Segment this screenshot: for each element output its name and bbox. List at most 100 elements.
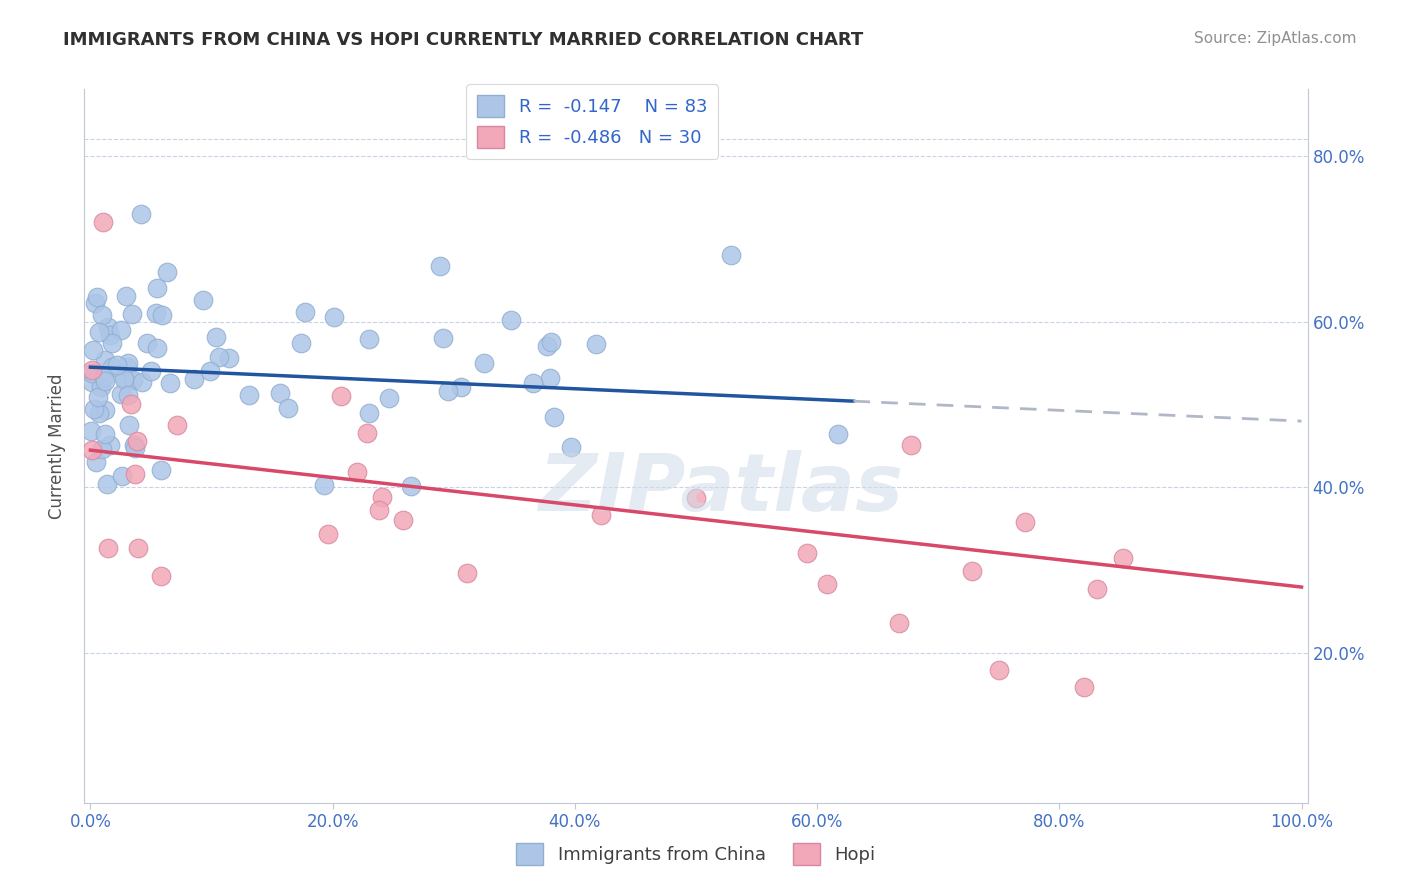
Point [96,476,118,491]
Point [84,296,107,310]
Point [499,313,522,327]
Point [80,367,103,381]
Point [290,336,312,351]
Point [131,376,153,390]
Point [269,385,291,400]
Point [83,402,105,417]
Point [120,396,142,410]
Point [117,359,139,374]
Point [118,418,141,433]
Point [91,308,114,322]
Point [399,479,422,493]
Point [141,364,163,378]
Point [105,358,128,372]
Point [117,388,139,402]
Point [145,306,167,320]
Point [89,406,111,420]
Point [97,319,120,334]
Point [685,491,707,506]
Point [150,463,173,477]
Point [166,417,188,432]
Point [889,616,911,631]
Point [84,455,107,469]
Point [100,359,122,374]
Point [80,375,103,389]
Point [1014,516,1036,530]
Point [100,438,122,452]
Point [238,387,260,401]
Point [121,307,143,321]
Point [122,373,145,387]
Point [900,438,922,452]
Point [136,335,159,350]
Point [94,374,117,388]
Point [129,207,152,221]
Point [82,343,104,358]
Point [155,265,177,279]
Point [93,352,115,367]
Point [585,337,607,351]
Point [960,564,983,578]
Point [277,401,299,416]
Point [208,350,231,364]
Point [316,526,339,541]
Point [1073,680,1095,694]
Point [429,260,451,274]
Point [357,332,380,346]
Point [110,386,132,401]
Point [450,379,472,393]
Point [94,403,117,417]
Point [294,305,316,319]
Point [98,327,121,342]
Point [356,426,378,441]
Point [589,508,612,523]
Point [146,341,169,355]
Point [124,441,146,455]
Point [198,364,221,378]
Point [204,330,226,344]
Point [1085,582,1108,596]
Point [720,248,742,262]
Text: Source: ZipAtlas.com: Source: ZipAtlas.com [1194,31,1357,46]
Point [112,372,135,386]
Point [472,356,495,370]
Point [357,406,380,420]
Point [183,372,205,386]
Point [1112,551,1135,566]
Point [87,325,110,339]
Point [193,293,215,308]
Point [538,370,561,384]
Point [114,289,136,303]
Point [522,376,544,391]
Point [82,363,104,377]
Point [159,376,181,390]
Point [543,410,565,425]
Point [114,371,136,385]
Point [391,513,413,527]
Point [79,425,101,439]
Legend: Immigrants from China, Hopi: Immigrants from China, Hopi [509,836,883,872]
Point [560,440,582,454]
Point [90,442,112,456]
Point [346,465,368,479]
Point [87,390,110,404]
Point [93,370,115,384]
Point [146,281,169,295]
Y-axis label: Currently Married: Currently Married [48,373,66,519]
Point [312,478,335,492]
Point [456,566,478,580]
Point [368,503,391,517]
Point [436,384,458,398]
Point [796,547,818,561]
Point [91,215,114,229]
Point [323,310,346,324]
Point [101,336,124,351]
Text: IMMIGRANTS FROM CHINA VS HOPI CURRENTLY MARRIED CORRELATION CHART: IMMIGRANTS FROM CHINA VS HOPI CURRENTLY … [63,31,863,49]
Point [94,427,117,442]
Point [124,467,146,482]
Point [536,339,558,353]
Point [111,468,134,483]
Point [330,389,353,403]
Point [371,490,394,504]
Point [987,663,1010,677]
